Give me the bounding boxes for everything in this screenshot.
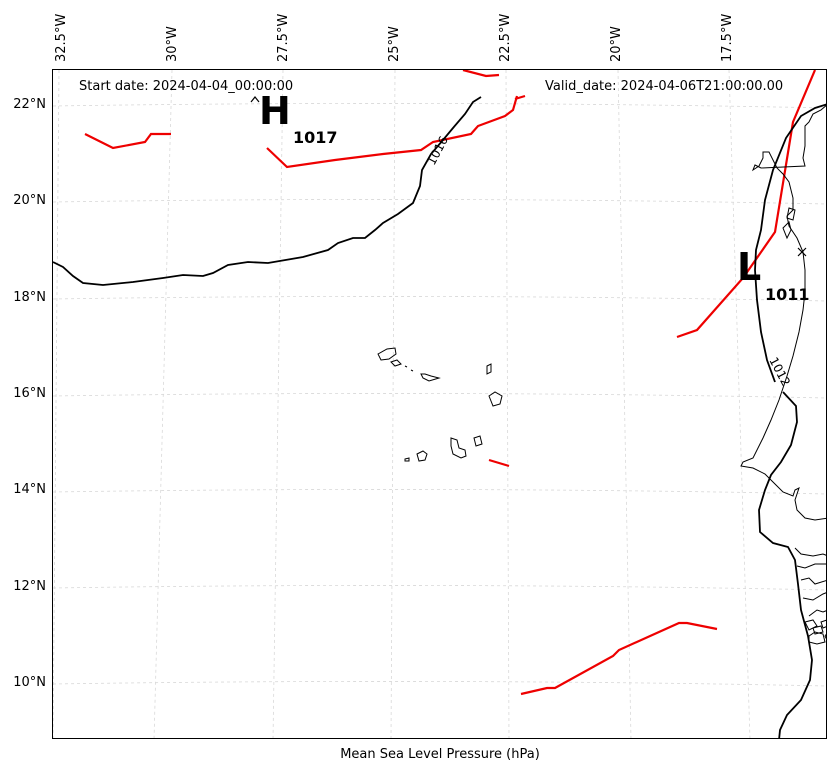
island-santo-antao (377, 347, 397, 361)
coast-lower-5 (808, 609, 826, 617)
island-brava (404, 457, 410, 462)
island-boa-vista (488, 391, 503, 407)
lon-label: 25°W (387, 26, 402, 62)
lon-label: 17.5°W (720, 13, 735, 62)
island-sao-nicolau (410, 369, 441, 382)
high-caret-icon (250, 96, 260, 103)
coast-lower-2 (796, 563, 826, 569)
coast-lower-3 (800, 577, 826, 585)
island-fogo (416, 450, 428, 462)
island-sao-vicente (390, 359, 402, 367)
isobar-1012-upper (754, 103, 826, 383)
lat-label: 14°N (13, 482, 46, 497)
lat-label: 22°N (13, 97, 46, 112)
coast-lower (794, 547, 826, 557)
african-coast (740, 105, 826, 521)
lat-label: 18°N (13, 290, 46, 305)
map-caption: Mean Sea Level Pressure (hPa) (340, 747, 540, 762)
isobars (53, 96, 826, 738)
lon-label: 30°W (165, 26, 180, 62)
lon-label: 27.5°W (276, 13, 291, 62)
front-central (488, 458, 510, 468)
island-santa-luzia (404, 365, 408, 368)
island-santiago (450, 437, 467, 459)
coastlines (377, 105, 826, 645)
lat-label: 16°N (13, 386, 46, 401)
front-north (266, 95, 519, 169)
front-top (462, 70, 500, 78)
lat-label: 10°N (13, 675, 46, 690)
island-sal (486, 363, 492, 375)
valid-date: Valid_date: 2024-04-06T21:00:00.00 (545, 79, 784, 94)
front-northwest (84, 132, 171, 150)
coast-islands-south (808, 631, 826, 645)
coast-islands-gambia (782, 207, 796, 240)
front-east (676, 70, 817, 339)
isobar-1016 (53, 96, 482, 286)
map-frame: H 1017 L 1011 1016 1012 (52, 69, 827, 739)
island-maio (473, 435, 483, 447)
front-south (520, 621, 718, 696)
graticule (53, 70, 826, 738)
low-cross-icon (797, 247, 807, 257)
low-value: 1011 (765, 285, 810, 304)
high-value: 1017 (293, 128, 338, 147)
lat-label: 12°N (13, 579, 46, 594)
lon-label: 32.5°W (54, 13, 69, 62)
coast-lower-4 (802, 592, 826, 601)
lon-label: 20°W (609, 26, 624, 62)
isobar-1012-lower (758, 391, 813, 738)
low-symbol: L (737, 245, 761, 289)
isobar-label-1016: 1016 (424, 134, 451, 168)
front-lines (84, 70, 817, 696)
lon-label: 22.5°W (498, 13, 513, 62)
lat-label: 20°N (13, 193, 46, 208)
start-date: Start date: 2024-04-04_00:00:00 (79, 79, 294, 94)
high-symbol: H (259, 89, 291, 133)
